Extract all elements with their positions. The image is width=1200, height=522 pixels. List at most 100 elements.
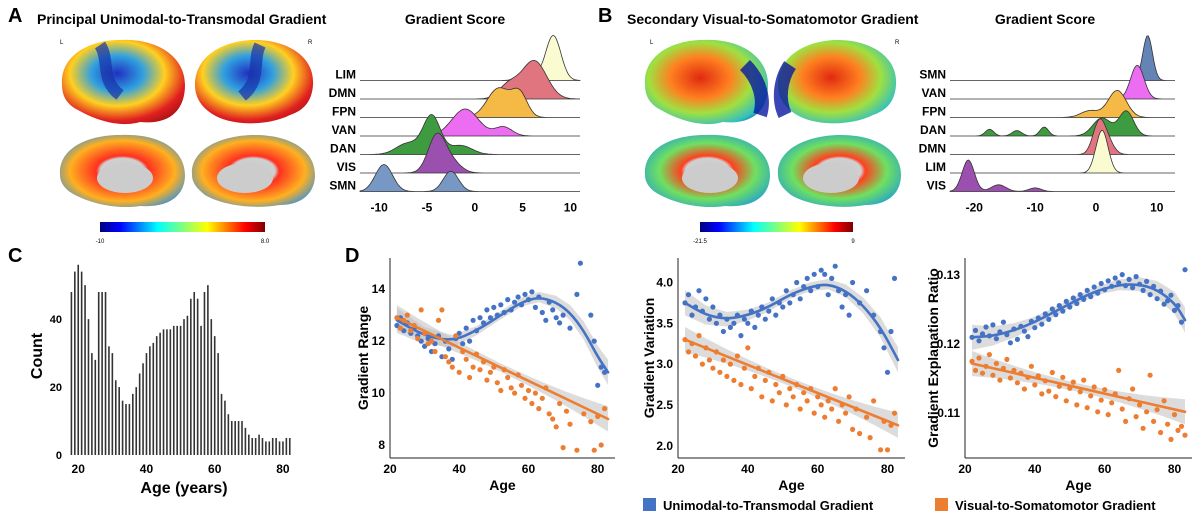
ridge-label-lim: LIM xyxy=(925,160,946,174)
data-point xyxy=(878,447,884,453)
fit-line xyxy=(970,283,1187,339)
data-point xyxy=(794,279,800,286)
data-point xyxy=(797,406,803,412)
data-point xyxy=(1081,377,1087,383)
data-point xyxy=(484,377,490,383)
x-tick: 40 xyxy=(741,462,755,476)
data-point xyxy=(1133,274,1139,280)
ridge-x-tick: 0 xyxy=(471,201,478,215)
data-point xyxy=(696,288,702,294)
x-tick: 80 xyxy=(1168,462,1182,476)
data-point xyxy=(741,365,748,371)
data-point xyxy=(595,382,601,388)
ridge-chart-a: Gradient Score LIM DMN FPN VAN DAN VIS SMN -10 -… xyxy=(329,11,581,215)
data-point xyxy=(811,271,817,277)
hist-y-label: Count xyxy=(29,332,46,379)
data-point xyxy=(776,390,782,396)
data-point xyxy=(467,374,473,381)
data-point xyxy=(404,312,410,318)
data-point xyxy=(1102,387,1108,393)
data-point xyxy=(986,352,993,358)
data-point xyxy=(550,416,556,422)
data-point xyxy=(752,324,758,330)
data-point xyxy=(745,345,751,351)
data-point xyxy=(752,373,758,379)
data-point xyxy=(546,411,552,417)
x-label: Age xyxy=(778,477,805,493)
colorbar-a-min: -10 xyxy=(96,239,105,245)
data-point xyxy=(1053,394,1059,400)
data-point xyxy=(773,381,779,388)
data-point xyxy=(822,271,828,277)
ridge-x-tick: -10 xyxy=(1026,201,1044,215)
y-tick: 2.5 xyxy=(656,398,673,412)
data-point xyxy=(1098,397,1104,403)
data-point xyxy=(415,335,421,342)
panel-b: B Secondary Visual-to-Somatomotor Gradie… xyxy=(598,5,919,245)
ridge-dmn xyxy=(360,59,581,100)
data-point xyxy=(884,369,891,375)
data-point xyxy=(498,302,504,308)
data-point xyxy=(529,400,535,407)
ridge-label-dmn: DMN xyxy=(919,142,946,156)
data-point xyxy=(511,390,518,396)
data-point xyxy=(553,315,559,321)
data-point xyxy=(518,382,525,388)
data-point xyxy=(972,367,979,373)
brain-a-left-lateral xyxy=(61,39,185,125)
data-point xyxy=(408,328,414,334)
data-point xyxy=(976,338,982,344)
data-point xyxy=(797,296,803,302)
data-point xyxy=(864,414,870,420)
data-point xyxy=(484,307,490,313)
ridge-label-van: VAN xyxy=(922,86,946,100)
ridge-label-van: VAN xyxy=(332,123,356,137)
data-point xyxy=(557,320,563,326)
ridge-b-title: Gradient Score xyxy=(995,11,1096,27)
data-point xyxy=(522,395,528,401)
data-point xyxy=(689,312,695,318)
data-point xyxy=(1144,278,1150,284)
data-point xyxy=(836,418,842,424)
scatter-gradient-ratio: 0.11 0.12 0.13 20 40 60 80 Age Gradient Explanat… xyxy=(925,258,1192,493)
data-point xyxy=(1105,412,1111,418)
data-point xyxy=(990,322,996,328)
data-point xyxy=(1070,379,1076,385)
data-point xyxy=(1178,319,1185,325)
data-point xyxy=(1014,336,1021,342)
ridge-vis xyxy=(360,132,580,174)
ridge-x-tick: 5 xyxy=(519,201,526,215)
data-point xyxy=(780,304,786,310)
data-point xyxy=(505,374,511,381)
data-point xyxy=(1046,316,1052,322)
ridge-a-title: Gradient Score xyxy=(405,11,506,27)
data-point xyxy=(508,385,514,391)
data-point xyxy=(1140,425,1146,431)
data-point xyxy=(494,380,500,386)
y-tick: 10 xyxy=(372,386,386,400)
data-point xyxy=(755,312,761,318)
y-tick: 0.12 xyxy=(937,337,961,351)
panel-a-hemi-left: L xyxy=(60,40,64,46)
ridge-label-vis: VIS xyxy=(337,160,356,174)
brain-a-left-medial xyxy=(59,134,185,208)
data-point xyxy=(801,390,807,396)
data-point xyxy=(1063,298,1069,304)
data-point xyxy=(1105,278,1111,284)
data-point xyxy=(891,410,898,416)
data-point xyxy=(1021,386,1027,392)
data-point xyxy=(1070,295,1076,301)
data-point xyxy=(550,307,556,313)
data-point xyxy=(696,333,702,339)
data-point xyxy=(1032,382,1038,388)
data-point xyxy=(463,325,469,331)
data-point xyxy=(818,267,824,273)
data-point xyxy=(567,325,573,331)
data-point xyxy=(846,312,852,318)
x-label: Age xyxy=(1065,477,1092,493)
hist-x-tick: 20 xyxy=(72,462,86,476)
data-point xyxy=(717,369,723,375)
scatter-gradient-variation: 2.0 2.5 3.0 3.5 4.0 20 40 60 80 Age Gradient Varia… xyxy=(641,258,905,493)
data-point xyxy=(979,331,986,337)
data-point xyxy=(435,317,442,323)
